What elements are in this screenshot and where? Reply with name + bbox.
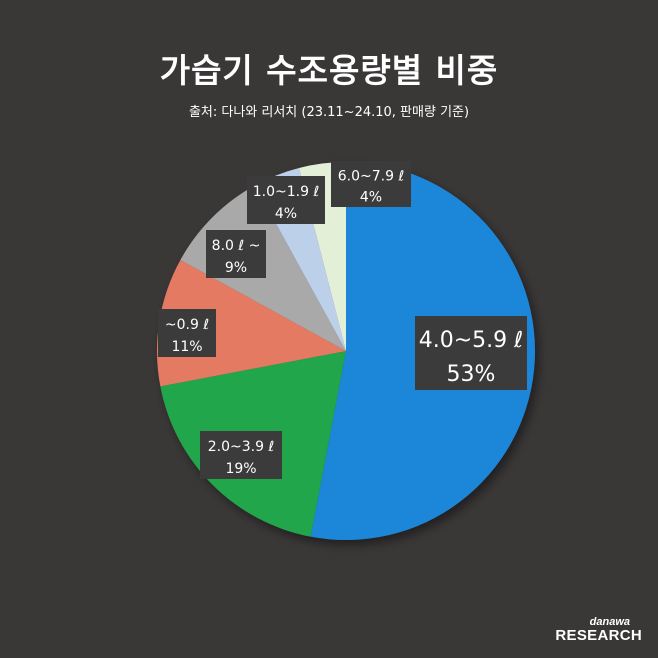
danawa-research-logo: danawa RESEARCH — [555, 616, 642, 644]
chart-title: 가습기 수조용량별 비중 — [159, 51, 499, 90]
slice-value-label: 19% — [225, 461, 256, 477]
slice-value-label: 9% — [225, 260, 247, 276]
slice-label: 6.0~7.9 ℓ 4% — [331, 161, 411, 207]
label-box — [158, 309, 216, 357]
slice-value-label: 4% — [360, 189, 382, 205]
slice-category-label: ~0.9 ℓ — [165, 317, 209, 333]
slice-value-label: 11% — [171, 339, 202, 355]
slice-category-label: 4.0~5.9 ℓ — [419, 328, 524, 353]
slice-label: 4.0~5.9 ℓ 53% — [415, 316, 527, 390]
logo-bottom-text: RESEARCH — [555, 627, 642, 644]
label-box — [415, 316, 527, 390]
slice-category-label: 2.0~3.9 ℓ — [208, 439, 275, 455]
label-box — [331, 161, 411, 207]
slice-value-label: 4% — [275, 206, 297, 222]
slice-category-label: 1.0~1.9 ℓ — [253, 184, 320, 200]
slice-category-label: 8.0 ℓ ~ — [212, 238, 261, 254]
slice-value-label: 53% — [447, 362, 496, 387]
label-box — [206, 230, 266, 278]
slice-label: 8.0 ℓ ~ 9% — [206, 230, 266, 278]
slice-label: 2.0~3.9 ℓ 19% — [200, 431, 282, 479]
label-box — [247, 176, 325, 224]
slice-label: 1.0~1.9 ℓ 4% — [247, 176, 325, 224]
slice-label: ~0.9 ℓ 11% — [158, 309, 216, 357]
logo-top-text: danawa — [589, 616, 630, 628]
slice-category-label: 6.0~7.9 ℓ — [338, 168, 405, 184]
label-box — [200, 431, 282, 479]
chart-subtitle: 출처: 다나와 리서치 (23.11~24.10, 판매량 기준) — [188, 105, 470, 120]
